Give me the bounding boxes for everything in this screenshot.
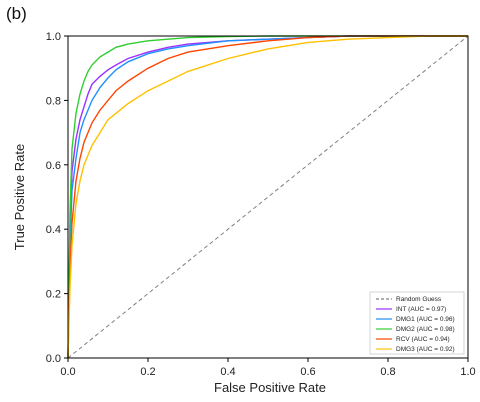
series-line-5 [67, 35, 468, 359]
y-axis-title: True Positive Rate [12, 144, 27, 250]
y-tick-label: 0.0 [46, 353, 61, 365]
series-line-3 [67, 35, 468, 359]
y-tick-label: 0.4 [46, 224, 61, 236]
series-line-0 [67, 35, 469, 359]
panel-label: (b) [6, 4, 27, 23]
x-tick-label: 0.4 [220, 366, 235, 378]
ticks-layer: 0.0 0.2 0.4 0.6 0.8 1.0 0.0 0.2 0.4 0.6 0.8 1.0 [46, 31, 476, 378]
x-tick-label: 0.6 [300, 366, 315, 378]
legend-label: DMG2 (AUC = 0.98) [396, 326, 455, 333]
y-tick-label: 1.0 [46, 31, 61, 43]
series-line-4 [67, 35, 468, 359]
x-tick-label: 0.0 [60, 366, 75, 378]
curves-layer [67, 35, 469, 359]
legend-label: INT (AUC = 0.97) [396, 306, 446, 313]
legend-label: DMG3 (AUC = 0.92) [396, 346, 455, 353]
y-tick-label: 0.6 [46, 160, 61, 172]
y-tick-label: 0.2 [46, 289, 61, 301]
x-tick-label: 0.8 [380, 366, 395, 378]
y-tick-label: 0.8 [46, 95, 61, 107]
legend: Random Guess INT (AUC = 0.97) DMG1 (AUC = … [369, 291, 465, 355]
legend-label: RCV (AUC = 0.94) [396, 336, 450, 343]
x-tick-label: 0.2 [140, 366, 155, 378]
x-tick-label: 1.0 [460, 366, 475, 378]
legend-label: Random Guess [396, 296, 442, 303]
legend-label: DMG1 (AUC = 0.96) [396, 316, 455, 323]
plot-frame [67, 35, 469, 359]
legend-box [369, 291, 465, 355]
series-line-2 [67, 35, 468, 359]
x-axis-title: False Positive Rate [214, 380, 326, 395]
